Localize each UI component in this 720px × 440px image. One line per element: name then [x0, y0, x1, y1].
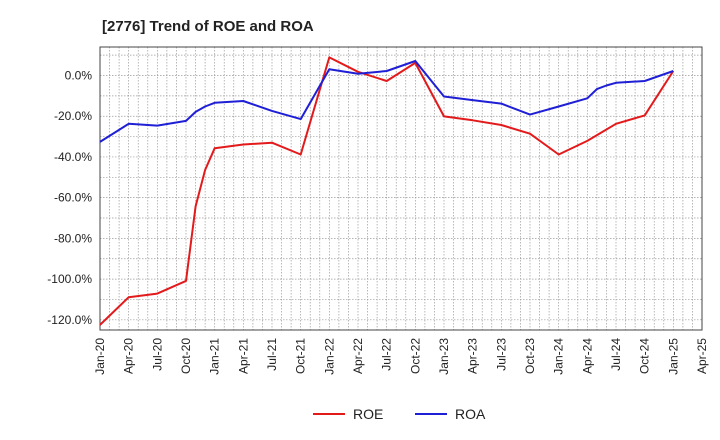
y-tick-label: -100.0% [47, 272, 92, 286]
legend-label-roa: ROA [455, 406, 486, 422]
plot-area: 0.0% -20.0% -40.0% -60.0% -80.0% -100.0% -120.… [47, 46, 709, 375]
x-tick-label: Jan-24 [552, 338, 566, 375]
x-tick-label: Jul-20 [150, 338, 164, 371]
series-line-roa [99, 60, 674, 143]
y-tick-label: -40.0% [54, 150, 92, 164]
x-tick-label: Jan-22 [322, 338, 336, 375]
plot-frame [99, 46, 703, 331]
x-tick-label: Apr-22 [351, 338, 365, 374]
x-tick-label: Apr-21 [236, 338, 250, 374]
x-tick-label: Jan-23 [437, 338, 451, 375]
x-tick-label: Jan-21 [208, 338, 222, 375]
y-tick-label: -60.0% [54, 191, 92, 205]
x-tick-label: Oct-21 [294, 338, 308, 374]
y-tick-label: 0.0% [65, 69, 93, 83]
x-tick-label: Oct-20 [179, 338, 193, 374]
x-tick-label: Jan-25 [666, 338, 680, 375]
x-tick-label: Jul-22 [380, 338, 394, 371]
y-tick-label: -120.0% [47, 313, 92, 327]
x-tick-label: Jul-21 [265, 338, 279, 371]
x-tick-label: Jan-20 [93, 338, 107, 375]
x-tick-label: Apr-20 [122, 338, 136, 374]
chart-title: [2776] Trend of ROE and ROA [102, 18, 314, 35]
y-tick-label: -20.0% [54, 109, 92, 123]
x-tick-label: Oct-23 [523, 338, 537, 374]
y-tick-label: -80.0% [54, 231, 92, 245]
x-tick-label: Oct-24 [638, 338, 652, 374]
x-tick-label: Jul-24 [609, 338, 623, 371]
series-line-roe [99, 56, 675, 326]
legend-label-roe: ROE [353, 406, 383, 422]
x-tick-label: Jul-23 [494, 338, 508, 371]
x-tick-label: Apr-23 [466, 338, 480, 374]
legend: ROE ROA [313, 406, 486, 422]
x-tick-label: Oct-22 [408, 338, 422, 374]
x-tick-label: Apr-25 [695, 338, 709, 374]
x-tick-label: Apr-24 [580, 338, 594, 374]
